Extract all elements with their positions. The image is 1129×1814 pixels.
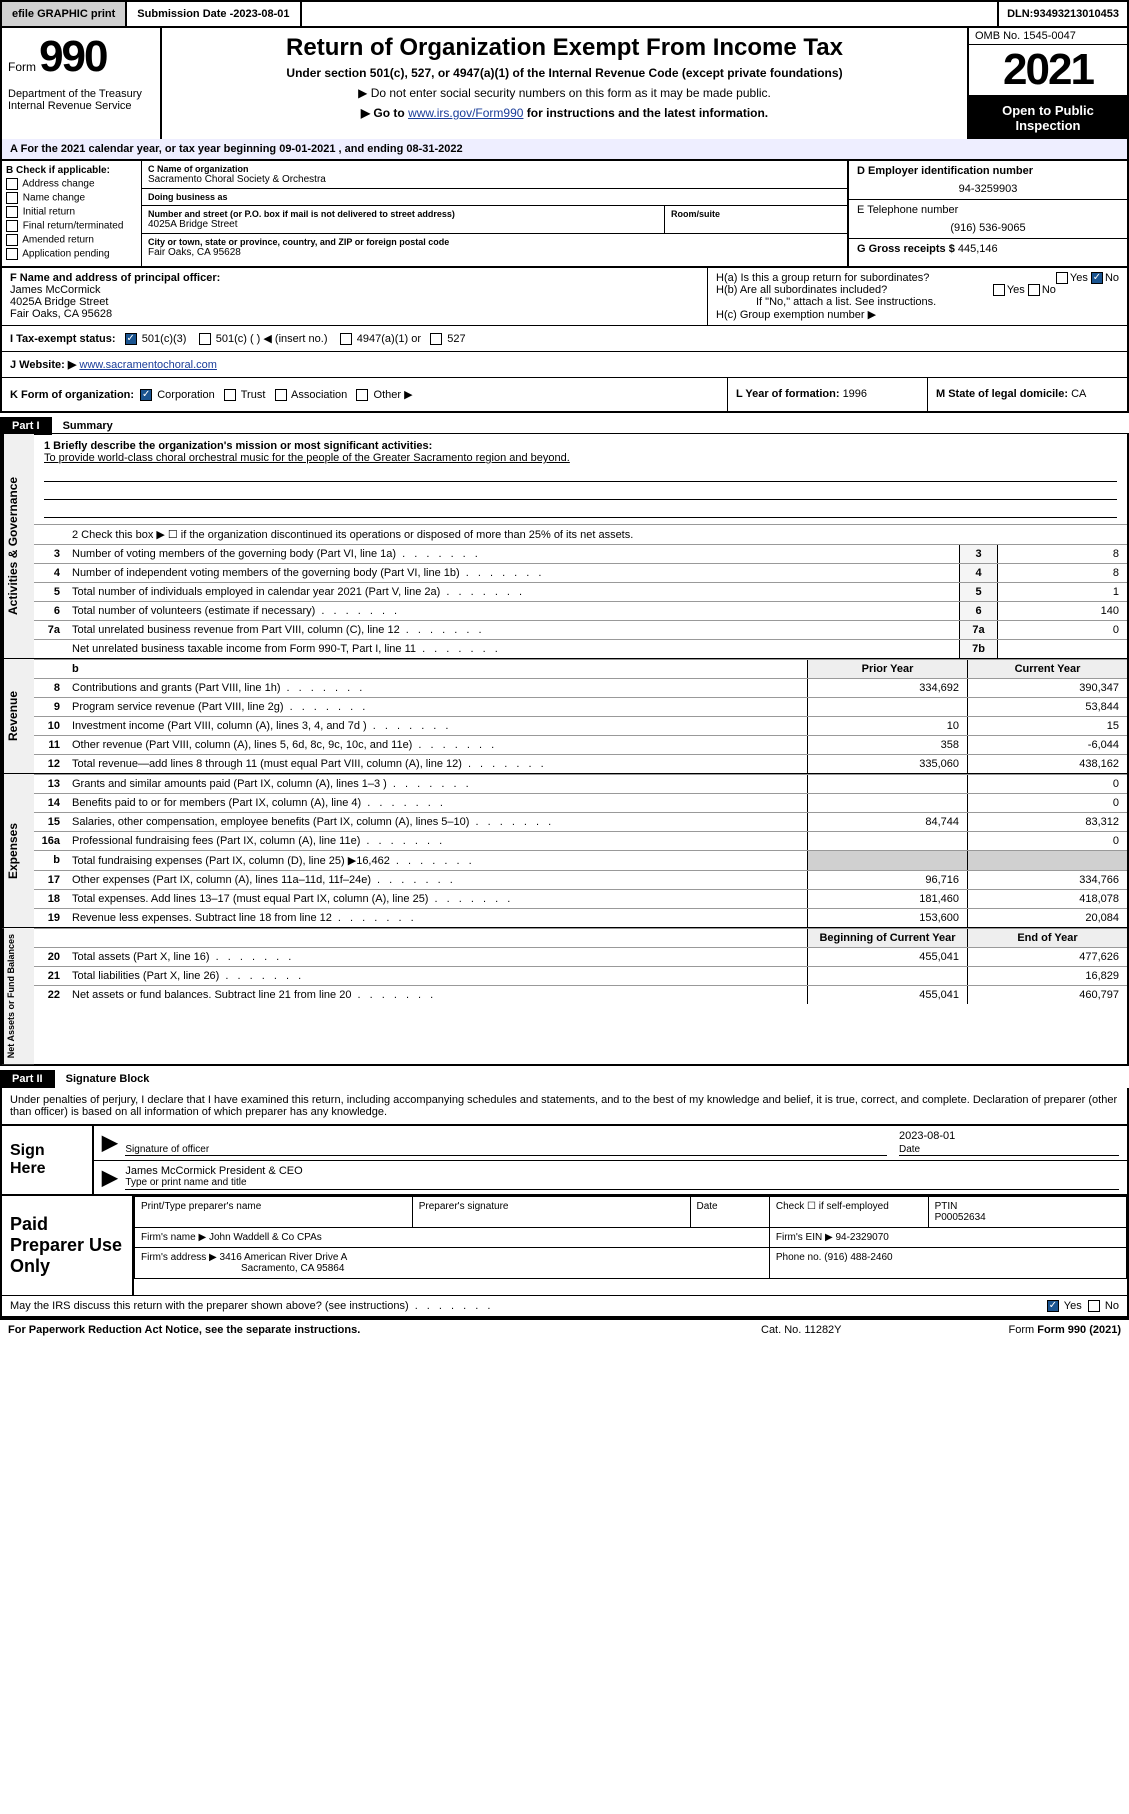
box-f-label: F Name and address of principal officer:	[10, 272, 699, 284]
hb-note: If "No," attach a list. See instructions…	[716, 296, 1119, 308]
tax-year: 2021	[969, 45, 1127, 97]
summary-row: 13Grants and similar amounts paid (Part …	[34, 774, 1127, 793]
box-e-label: E Telephone number	[857, 204, 1119, 216]
sign-here-label: Sign Here	[2, 1126, 92, 1194]
form-title: Return of Organization Exempt From Incom…	[168, 34, 961, 62]
vlabel-expenses: Expenses	[2, 774, 34, 927]
line2: 2 Check this box ▶ ☐ if the organization…	[68, 525, 1127, 544]
efile-print-button[interactable]: efile GRAPHIC print	[2, 2, 127, 26]
box-d-label: D Employer identification number	[857, 165, 1119, 177]
paid-preparer-label: Paid Preparer Use Only	[2, 1196, 132, 1295]
ha-label: H(a) Is this a group return for subordin…	[716, 272, 929, 284]
mission-q: 1 Briefly describe the organization's mi…	[44, 440, 1117, 452]
open-inspection-badge: Open to Public Inspection	[969, 97, 1127, 139]
submission-date: Submission Date - 2023-08-01	[127, 2, 301, 26]
city-label: City or town, state or province, country…	[148, 237, 841, 247]
gross-receipts: 445,146	[958, 243, 998, 255]
box-b: B Check if applicable: Address change Na…	[2, 161, 142, 266]
officer-addr: 4025A Bridge Street Fair Oaks, CA 95628	[10, 296, 699, 320]
summary-row: 16aProfessional fundraising fees (Part I…	[34, 831, 1127, 850]
signature-field[interactable]: Signature of officer	[125, 1130, 887, 1156]
part2-badge: Part II	[0, 1070, 55, 1088]
form-label: Form	[8, 60, 36, 74]
signature-block: Under penalties of perjury, I declare th…	[0, 1088, 1129, 1318]
top-bar: efile GRAPHIC print Submission Date - 20…	[0, 0, 1129, 28]
officer-name-field: James McCormick President & CEO Type or …	[125, 1165, 1119, 1190]
sig-date-field: 2023-08-01 Date	[899, 1130, 1119, 1156]
row-i: I Tax-exempt status: 501(c)(3) 501(c) ( …	[0, 326, 1129, 352]
form-number: 990	[39, 32, 106, 81]
summary-row: 20Total assets (Part X, line 16)455,0414…	[34, 947, 1127, 966]
row-j: J Website: ▶ www.sacramentochoral.com	[0, 352, 1129, 378]
website-link[interactable]: www.sacramentochoral.com	[79, 359, 217, 371]
phone-value: (916) 536-9065	[857, 222, 1119, 234]
summary-row: 11Other revenue (Part VIII, column (A), …	[34, 735, 1127, 754]
summary-row: 14Benefits paid to or for members (Part …	[34, 793, 1127, 812]
summary-row: 9Program service revenue (Part VIII, lin…	[34, 697, 1127, 716]
summary-row: 5Total number of individuals employed in…	[34, 582, 1127, 601]
vlabel-governance: Activities & Governance	[2, 434, 34, 658]
org-name: Sacramento Choral Society & Orchestra	[148, 174, 841, 185]
summary-row: 17Other expenses (Part IX, column (A), l…	[34, 870, 1127, 889]
summary-row: 15Salaries, other compensation, employee…	[34, 812, 1127, 831]
summary-row: 12Total revenue—add lines 8 through 11 (…	[34, 754, 1127, 773]
omb-number: OMB No. 1545-0047	[969, 28, 1127, 45]
hc-label: H(c) Group exemption number ▶	[716, 308, 1119, 321]
summary-row: Net unrelated business taxable income fr…	[34, 639, 1127, 658]
summary-row: 21Total liabilities (Part X, line 26)16,…	[34, 966, 1127, 985]
part1-body: Activities & Governance 1 Briefly descri…	[0, 433, 1129, 1066]
hdr-end: End of Year	[967, 929, 1127, 947]
summary-row: 10Investment income (Part VIII, column (…	[34, 716, 1127, 735]
instructions-link[interactable]: www.irs.gov/Form990	[408, 106, 523, 120]
summary-row: 22Net assets or fund balances. Subtract …	[34, 985, 1127, 1004]
block-b-to-g: B Check if applicable: Address change Na…	[0, 161, 1129, 268]
subtitle-1: Under section 501(c), 527, or 4947(a)(1)…	[168, 66, 961, 80]
sig-declaration: Under penalties of perjury, I declare th…	[2, 1088, 1127, 1124]
city-value: Fair Oaks, CA 95628	[148, 247, 841, 258]
row-klm: K Form of organization: Corporation Trus…	[0, 378, 1129, 413]
subtitle-2: ▶ Do not enter social security numbers o…	[168, 86, 961, 100]
summary-row: 6Total number of volunteers (estimate if…	[34, 601, 1127, 620]
summary-row: 8Contributions and grants (Part VIII, li…	[34, 678, 1127, 697]
line-a-tax-year: A For the 2021 calendar year, or tax yea…	[0, 139, 1129, 161]
dept-label: Department of the Treasury Internal Reve…	[8, 88, 154, 112]
vlabel-netassets: Net Assets or Fund Balances	[2, 928, 34, 1064]
dba-label: Doing business as	[148, 192, 841, 202]
summary-row: 7aTotal unrelated business revenue from …	[34, 620, 1127, 639]
hb-label: H(b) Are all subordinates included?	[716, 284, 887, 296]
sig-arrow-icon: ▶	[102, 1130, 117, 1156]
summary-row: 19Revenue less expenses. Subtract line 1…	[34, 908, 1127, 927]
part1-badge: Part I	[0, 417, 52, 435]
part2-title: Signature Block	[58, 1073, 150, 1085]
summary-row: 18Total expenses. Add lines 13–17 (must …	[34, 889, 1127, 908]
street-value: 4025A Bridge Street	[148, 219, 658, 230]
hdr-begin: Beginning of Current Year	[807, 929, 967, 947]
box-c-name-label: C Name of organization	[148, 164, 841, 174]
officer-name: James McCormick	[10, 284, 699, 296]
vlabel-revenue: Revenue	[2, 659, 34, 773]
page-footer: For Paperwork Reduction Act Notice, see …	[0, 1318, 1129, 1340]
ein-value: 94-3259903	[857, 183, 1119, 195]
box-g-label: G Gross receipts $	[857, 243, 958, 255]
room-label: Room/suite	[671, 209, 841, 219]
form-header: Form 990 Department of the Treasury Inte…	[0, 28, 1129, 139]
summary-row: bTotal fundraising expenses (Part IX, co…	[34, 850, 1127, 870]
part1-title: Summary	[55, 420, 113, 432]
chk-501c3[interactable]	[125, 333, 137, 345]
preparer-table: Print/Type preparer's name Preparer's si…	[134, 1196, 1127, 1279]
summary-row: 3Number of voting members of the governi…	[34, 544, 1127, 563]
subtitle-3: ▶ Go to www.irs.gov/Form990 for instruct…	[168, 106, 961, 120]
mission-a: To provide world-class choral orchestral…	[44, 452, 1117, 464]
hdr-curr: Current Year	[967, 660, 1127, 678]
dln: DLN: 93493213010453	[997, 2, 1127, 26]
hdr-prior: Prior Year	[807, 660, 967, 678]
street-label: Number and street (or P.O. box if mail i…	[148, 209, 658, 219]
summary-row: 4Number of independent voting members of…	[34, 563, 1127, 582]
row-f-h: F Name and address of principal officer:…	[0, 268, 1129, 326]
